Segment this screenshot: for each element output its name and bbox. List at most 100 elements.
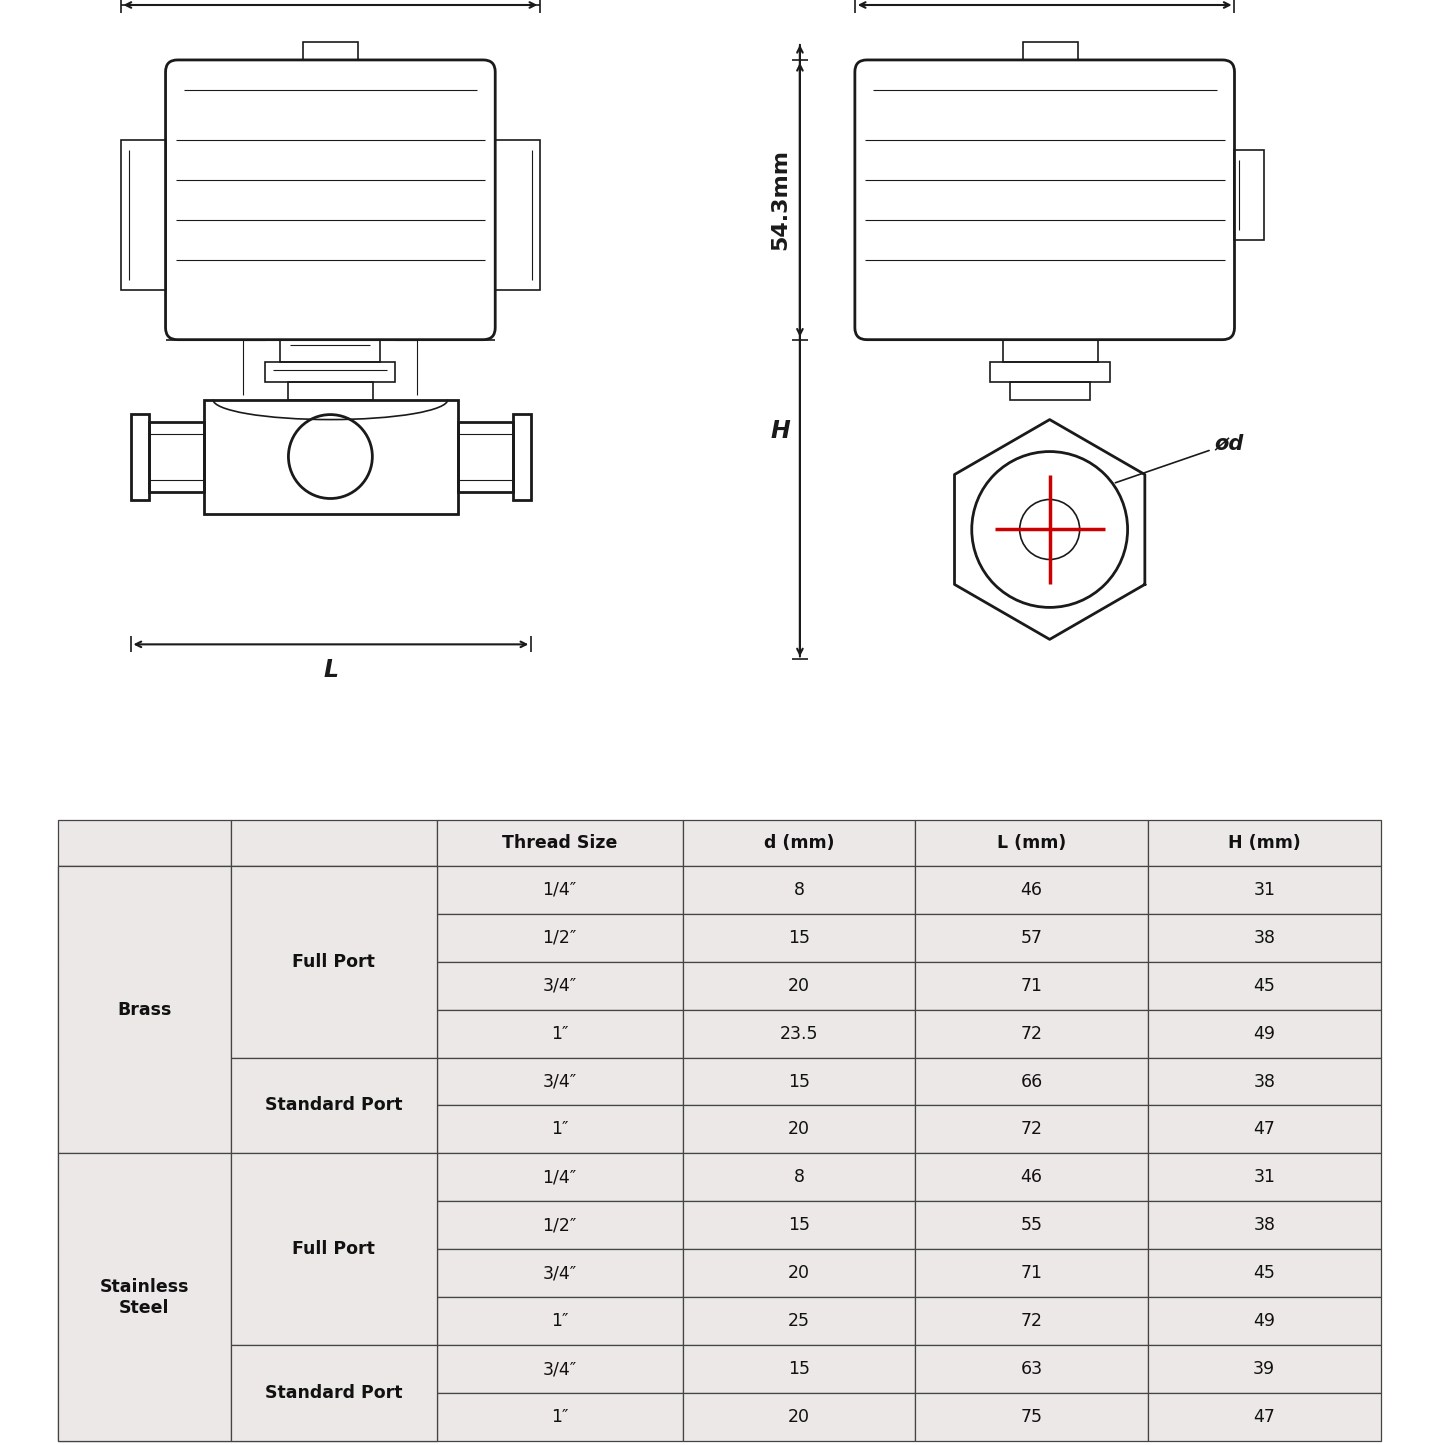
Text: 1″: 1″	[551, 1312, 568, 1329]
Bar	[58, 1105, 231, 1153]
Bar	[682, 1105, 915, 1153]
Bar	[58, 1058, 231, 1105]
Bar	[682, 1201, 915, 1250]
Bar	[1147, 1250, 1380, 1298]
Text: 1/2″: 1/2″	[542, 929, 577, 946]
Bar	[436, 1345, 682, 1393]
Bar	[58, 913, 231, 962]
Text: 1″: 1″	[551, 1407, 568, 1426]
Bar	[436, 1105, 682, 1153]
Bar	[130, 413, 149, 500]
Text: 3/4″: 3/4″	[542, 1264, 577, 1282]
Text: Standard Port: Standard Port	[264, 1384, 402, 1402]
Bar	[231, 1010, 436, 1058]
Text: 20: 20	[788, 1407, 811, 1426]
Bar	[436, 1201, 682, 1250]
Bar	[231, 962, 436, 1010]
Text: 46: 46	[1020, 881, 1043, 899]
Bar	[58, 1201, 231, 1250]
Text: 55: 55	[1020, 1217, 1043, 1234]
Text: 54.3mm: 54.3mm	[770, 149, 790, 250]
Bar	[303, 42, 358, 59]
Text: 25: 25	[788, 1312, 811, 1329]
Text: Full Port: Full Port	[292, 1240, 376, 1259]
Text: Stainless
Steel: Stainless Steel	[100, 1277, 189, 1316]
Text: 66: 66	[1020, 1072, 1043, 1091]
Text: L: L	[324, 659, 338, 682]
Bar	[436, 1298, 682, 1345]
Bar	[1147, 962, 1380, 1010]
Bar	[915, 1201, 1147, 1250]
Bar	[436, 1010, 682, 1058]
Text: 31: 31	[1253, 881, 1276, 899]
Text: 39: 39	[1253, 1360, 1276, 1379]
Text: 46: 46	[1020, 1169, 1043, 1186]
Text: ød: ød	[1116, 434, 1244, 483]
Bar	[915, 1345, 1147, 1393]
Text: 63: 63	[1020, 1360, 1043, 1379]
Bar	[1147, 819, 1380, 866]
Bar	[58, 1345, 231, 1393]
Bar	[1147, 866, 1380, 913]
Text: 31: 31	[1253, 1169, 1276, 1186]
Bar	[915, 1105, 1147, 1153]
Bar	[120, 140, 166, 289]
Text: 38: 38	[1253, 1072, 1276, 1091]
Bar	[513, 413, 532, 500]
Bar	[682, 1153, 915, 1201]
Bar	[58, 1010, 231, 1058]
Bar	[231, 1058, 436, 1105]
Bar	[231, 1393, 436, 1441]
Bar	[231, 866, 436, 1058]
Bar	[231, 1058, 436, 1153]
Bar	[436, 1153, 682, 1201]
Bar	[204, 400, 458, 514]
Bar	[58, 819, 231, 866]
Text: 15: 15	[788, 1072, 811, 1091]
Bar	[231, 913, 436, 962]
Text: 1″: 1″	[551, 1025, 568, 1043]
Text: 75: 75	[1020, 1407, 1043, 1426]
Bar	[915, 1058, 1147, 1105]
Bar	[58, 962, 231, 1010]
Bar	[496, 140, 540, 289]
Bar	[436, 1250, 682, 1298]
Text: 3/4″: 3/4″	[542, 1360, 577, 1379]
Text: Standard Port: Standard Port	[264, 1097, 402, 1114]
Bar	[231, 819, 436, 866]
Text: 47: 47	[1253, 1120, 1274, 1139]
Bar	[1147, 1393, 1380, 1441]
Bar	[1234, 150, 1264, 240]
Text: H: H	[770, 419, 790, 442]
Bar	[436, 866, 682, 913]
Bar	[1023, 42, 1078, 59]
Bar	[58, 1153, 231, 1441]
Bar	[1147, 913, 1380, 962]
Text: 1/4″: 1/4″	[542, 881, 577, 899]
Text: 71: 71	[1020, 977, 1043, 994]
Text: 20: 20	[788, 1120, 811, 1139]
Bar	[436, 962, 682, 1010]
Bar	[990, 361, 1110, 381]
Bar	[289, 381, 373, 400]
Bar	[682, 962, 915, 1010]
Bar	[231, 1153, 436, 1201]
Bar	[436, 913, 682, 962]
Bar	[436, 1058, 682, 1105]
Bar	[149, 422, 204, 491]
Text: 1/2″: 1/2″	[542, 1217, 577, 1234]
Text: 15: 15	[788, 929, 811, 946]
Bar	[915, 1393, 1147, 1441]
Bar	[682, 819, 915, 866]
Bar	[1147, 1201, 1380, 1250]
Bar	[231, 1345, 436, 1441]
Text: 47: 47	[1253, 1407, 1274, 1426]
Text: d (mm): d (mm)	[764, 834, 834, 851]
Bar	[231, 1298, 436, 1345]
Text: 49: 49	[1253, 1312, 1276, 1329]
Text: 15: 15	[788, 1360, 811, 1379]
Bar	[915, 1250, 1147, 1298]
Bar	[231, 1345, 436, 1393]
Bar	[58, 1153, 231, 1201]
Text: Full Port: Full Port	[292, 952, 376, 971]
